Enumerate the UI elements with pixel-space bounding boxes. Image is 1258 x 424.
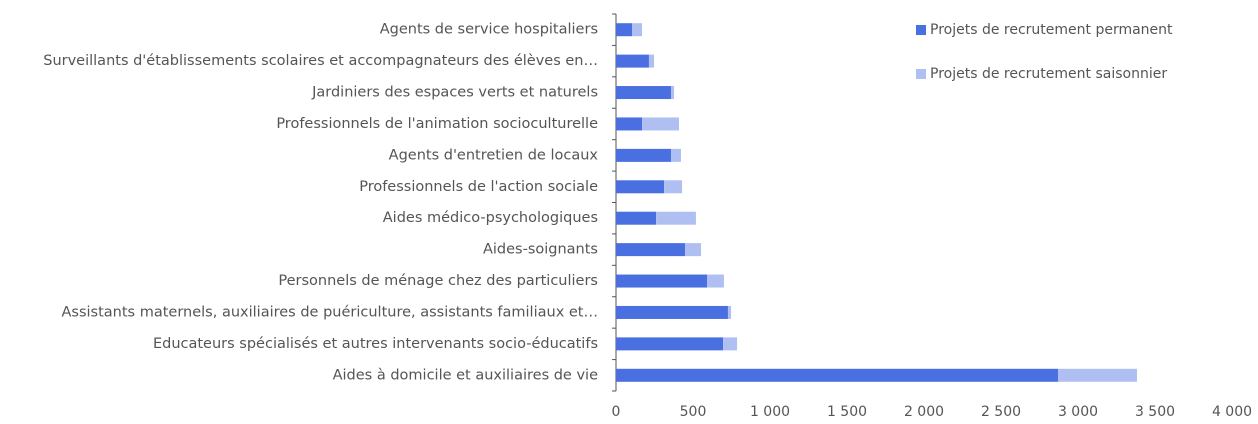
y-tick-label: Professionnels de l'action sociale — [359, 179, 598, 195]
y-tick-label: Aides à domicile et auxiliaires de vie — [333, 367, 598, 383]
y-tick-label: Agents de service hospitaliers — [380, 22, 598, 38]
bar — [616, 23, 633, 37]
bar — [616, 211, 657, 225]
y-tick-label: Jardiniers des espaces verts et naturels — [311, 85, 598, 101]
x-tick-label: 3 500 — [1135, 404, 1175, 420]
bar — [616, 180, 665, 194]
x-tick-label: 4 000 — [1212, 404, 1252, 420]
legend-label: Projets de recrutement saisonnier — [930, 66, 1167, 82]
bar — [723, 337, 738, 351]
bar — [616, 337, 724, 351]
bar — [616, 305, 728, 319]
x-tick-label: 2 500 — [981, 404, 1021, 420]
y-tick-label: Agents d'entretien de locaux — [389, 147, 599, 163]
bar — [727, 305, 732, 319]
bar — [664, 180, 683, 194]
y-tick-label: Professionnels de l'animation sociocultu… — [276, 116, 598, 132]
bar — [616, 243, 685, 257]
y-tick-label: Aides-soignants — [483, 242, 598, 258]
bar — [670, 148, 681, 162]
legend-label: Projets de recrutement permanent — [930, 22, 1173, 38]
bar — [616, 368, 1058, 382]
y-tick-label: Personnels de ménage chez des particulie… — [278, 273, 598, 289]
bar — [648, 54, 655, 68]
bar — [616, 117, 643, 131]
x-tick-label: 1 000 — [750, 404, 790, 420]
bar — [616, 86, 671, 100]
bar — [656, 211, 696, 225]
legend-swatch — [916, 25, 926, 35]
y-tick-label: Surveillants d'établissements scolaires … — [43, 53, 598, 69]
bar — [707, 274, 724, 288]
bar — [632, 23, 643, 37]
y-tick-label: Assistants maternels, auxiliaires de pué… — [62, 304, 599, 320]
bar — [616, 54, 649, 68]
bar — [616, 148, 671, 162]
x-tick-label: 3 000 — [1058, 404, 1098, 420]
x-tick-label: 1 500 — [827, 404, 867, 420]
bar — [670, 86, 675, 100]
x-tick-label: 500 — [680, 404, 707, 420]
bar — [684, 243, 702, 257]
legend-swatch — [916, 69, 926, 79]
y-tick-label: Educateurs spécialisés et autres interve… — [153, 336, 598, 352]
bar — [642, 117, 679, 131]
x-tick-label: 2 000 — [904, 404, 944, 420]
bar — [616, 274, 708, 288]
y-tick-label: Aides médico-psychologiques — [383, 210, 598, 226]
x-tick-label: 0 — [612, 404, 621, 420]
bar — [1057, 368, 1137, 382]
